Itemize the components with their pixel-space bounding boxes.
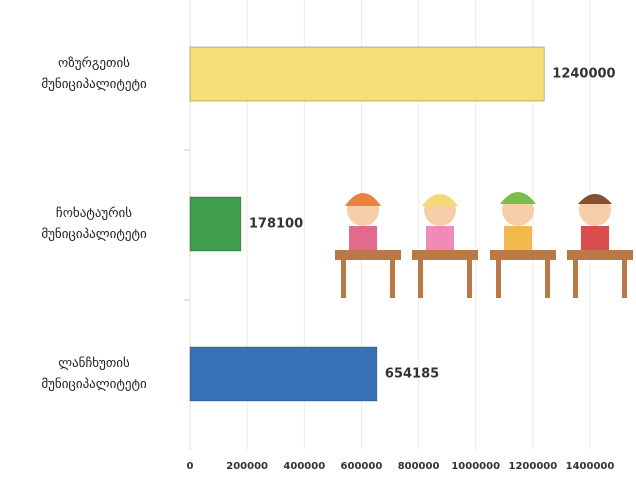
value-label: 178100	[249, 217, 303, 232]
category-label: ოზურგეთის მუნიციპალიტეტი	[41, 56, 147, 92]
x-tick-label: 1200000	[508, 461, 557, 472]
x-tick-label: 400000	[283, 461, 325, 472]
x-tick-label: 0	[187, 461, 194, 472]
bar	[189, 196, 242, 252]
category-label: ჩოხატაურის მუნიციპალიტეტი	[41, 206, 147, 242]
category-label: ლანჩხუთის მუნიციპალიტეტი	[41, 356, 147, 392]
x-tick-label: 800000	[398, 461, 440, 472]
x-tick-label: 600000	[341, 461, 383, 472]
value-label: 1240000	[552, 67, 615, 82]
x-tick-label: 1400000	[566, 461, 615, 472]
illustration	[335, 192, 633, 298]
bar	[189, 46, 545, 102]
x-tick-label: 200000	[226, 461, 268, 472]
value-label: 654185	[385, 367, 439, 382]
bar	[189, 346, 378, 402]
x-tick-label: 1000000	[451, 461, 500, 472]
